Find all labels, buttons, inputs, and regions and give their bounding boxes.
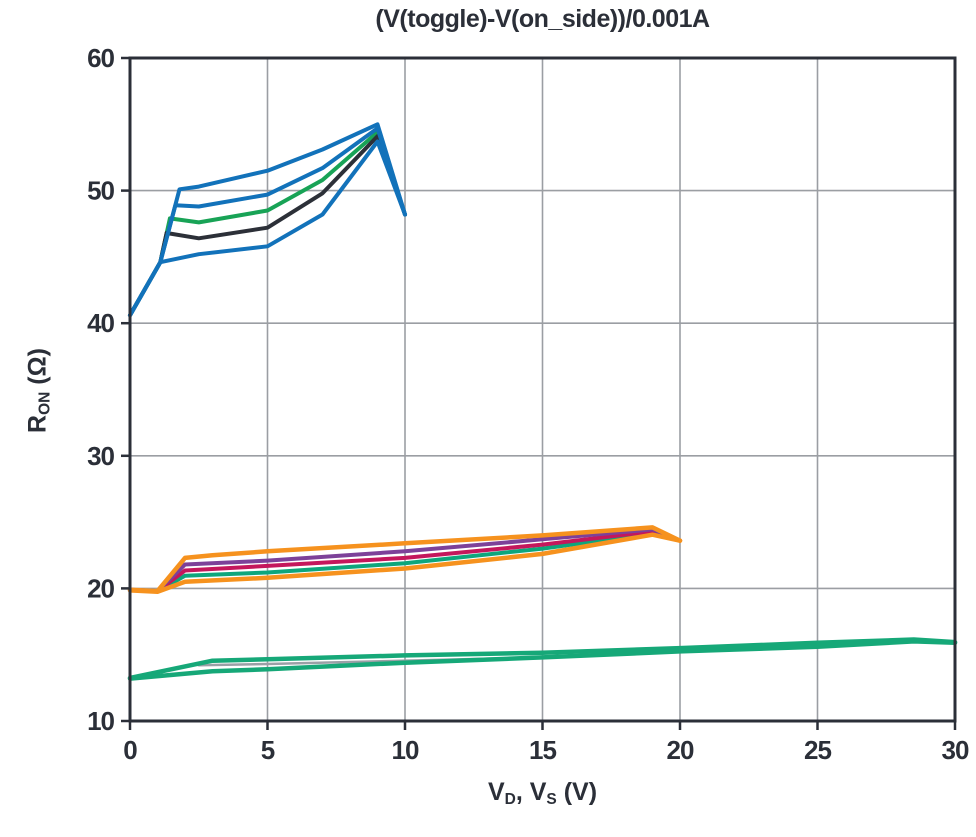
x-tick-label: 5 — [261, 735, 275, 765]
series-sweep-30v-green-high — [127, 637, 958, 681]
y-tick-label: 10 — [87, 706, 114, 736]
x-axis-label-subscript-d: D — [504, 791, 516, 809]
y-tick-label: 30 — [87, 441, 114, 471]
y-tick-label: 40 — [87, 308, 114, 338]
plot-border — [128, 56, 957, 723]
chart-title: (V(toggle)-V(on_side))/0.001A — [375, 5, 710, 33]
x-tick-label: 30 — [942, 735, 969, 765]
x-axis-label: VD, VS (V) — [487, 778, 598, 809]
series-sweep-20v-orange-high — [127, 525, 683, 594]
x-tick-label: 20 — [667, 735, 694, 765]
x-tick-label: 0 — [123, 735, 137, 765]
y-tick-label: 20 — [87, 573, 114, 603]
x-tick-label: 15 — [529, 735, 556, 765]
x-tick-label: 25 — [804, 735, 831, 765]
x-tick-label: 10 — [392, 735, 419, 765]
series-sweep-20v-orange-low — [127, 532, 683, 594]
series-sweep-10v-blue-high — [128, 122, 407, 318]
y-tick-label: 60 — [87, 43, 114, 73]
series-sweep-30v-green-low — [127, 639, 958, 681]
y-tick-label: 50 — [87, 176, 114, 206]
x-axis-label-subscript-s: S — [546, 791, 557, 809]
